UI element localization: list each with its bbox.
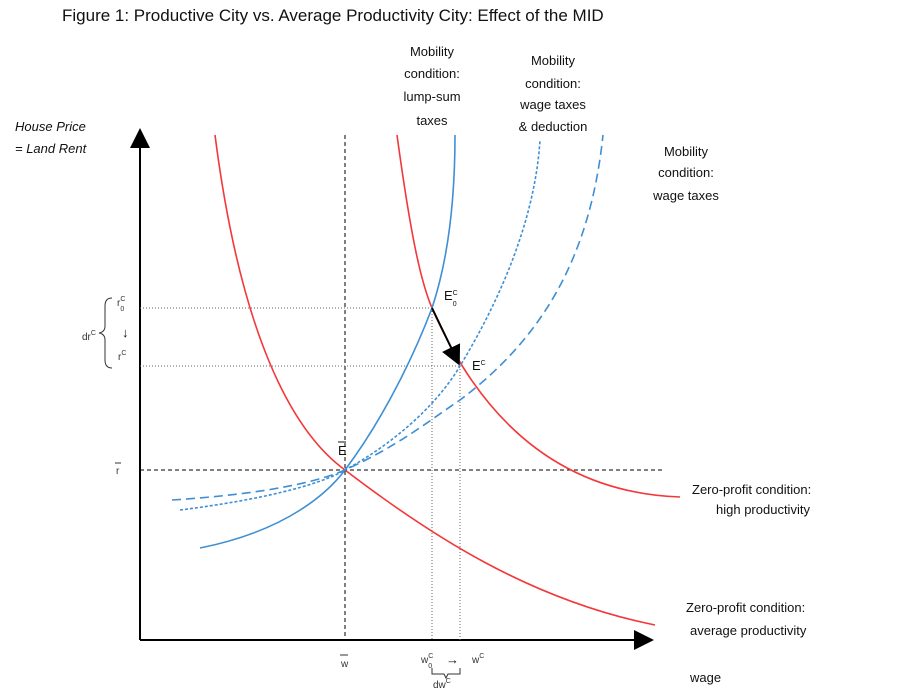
tick-label: wC 0 xyxy=(420,653,433,670)
curve-label: & deduction xyxy=(519,119,588,134)
curve-label: taxes xyxy=(416,113,448,128)
tick-label: r xyxy=(116,466,120,477)
curve-label: Zero-profit condition: xyxy=(692,482,811,497)
curve-label: Zero-profit condition: xyxy=(686,600,805,615)
point-label: E xyxy=(338,443,347,458)
curve-label: Mobility xyxy=(531,53,576,68)
brace xyxy=(98,297,113,369)
curve-label: condition: xyxy=(658,165,714,180)
zero-profit-average xyxy=(214,134,656,626)
tick-label: ↓ xyxy=(122,325,129,340)
curve-label: Mobility xyxy=(664,144,709,159)
x-label: wage xyxy=(689,670,721,685)
curve-label: condition: xyxy=(404,66,460,81)
tick-label: drC xyxy=(82,330,96,343)
y-label: House Price xyxy=(15,119,86,134)
curve-label: wage taxes xyxy=(519,97,586,112)
tick-label: rC 0 xyxy=(117,296,125,313)
curve-label: Mobility xyxy=(410,44,455,59)
curve-label: condition: xyxy=(525,76,581,91)
curve-label: average productivity xyxy=(690,623,807,638)
brace xyxy=(431,668,461,680)
tick-label: wC xyxy=(471,653,484,666)
tick-label: rC xyxy=(118,350,126,363)
curve-label: wage taxes xyxy=(652,188,719,203)
curve-label: high productivity xyxy=(716,502,810,517)
tick-label: dwC xyxy=(433,678,451,690)
shift-arrow xyxy=(431,307,461,366)
y-label: = Land Rent xyxy=(15,141,88,156)
mobility-wage-taxes xyxy=(171,134,604,501)
point-label: EC xyxy=(472,358,486,373)
tick-label: → xyxy=(446,652,459,667)
tick-label: w xyxy=(340,659,349,670)
point-label: EC 0 xyxy=(444,288,458,308)
mobility-lump-sum xyxy=(199,134,456,549)
curve-label: lump-sum xyxy=(403,89,460,104)
zero-profit-high xyxy=(396,134,681,498)
mobility-wage-deduction xyxy=(179,139,541,511)
title: Figure 1: Productive City vs. Average Pr… xyxy=(62,6,604,25)
